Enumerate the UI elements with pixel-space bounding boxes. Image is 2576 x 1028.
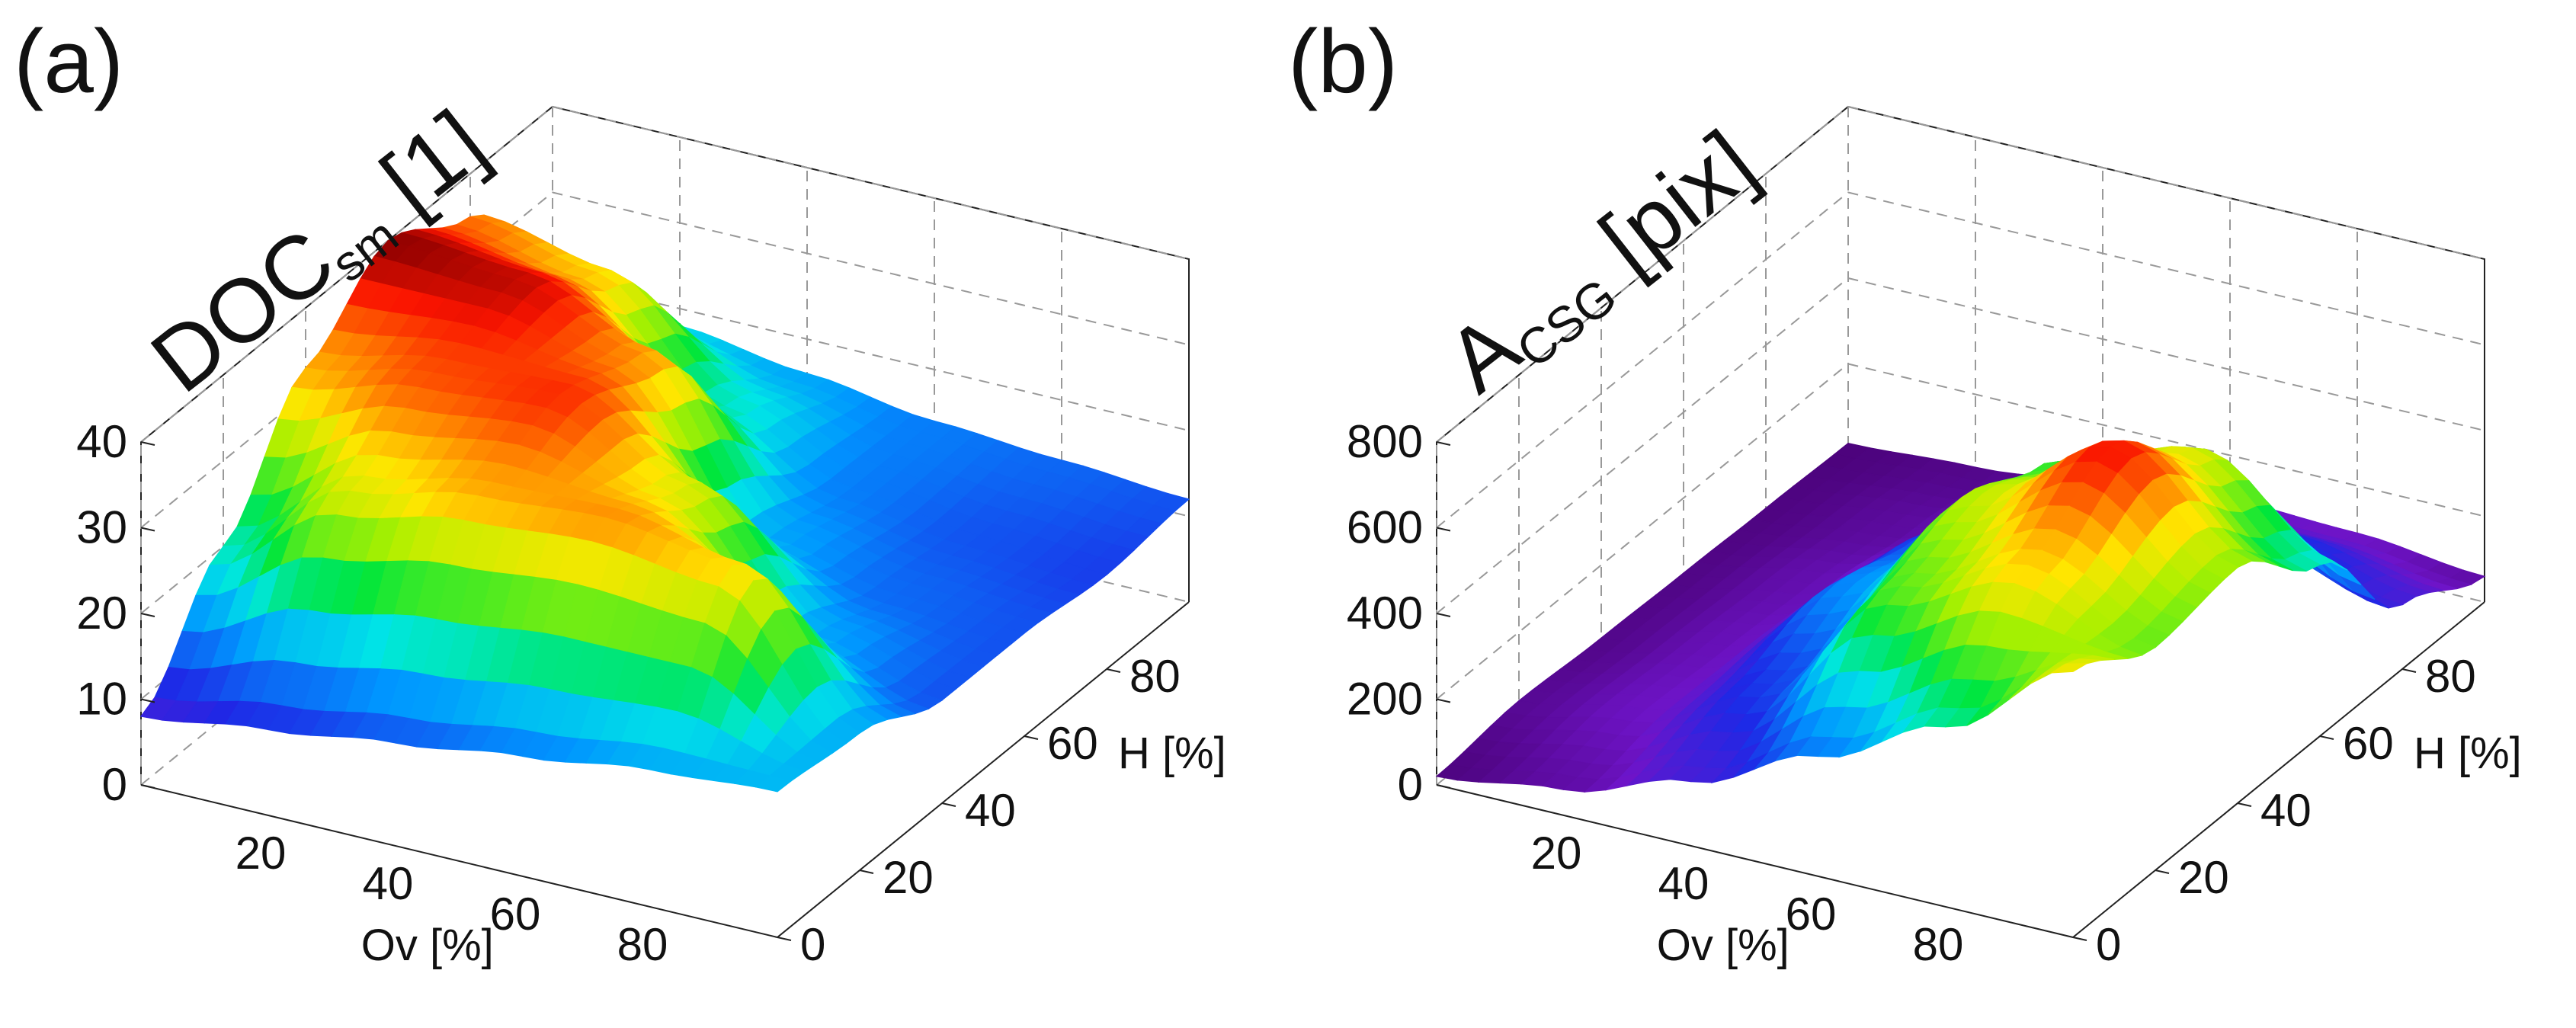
- z-tick-label: 400: [1347, 588, 1423, 639]
- y-tick: [2237, 802, 2252, 807]
- y-tick: [777, 937, 792, 941]
- y-tick: [1024, 735, 1039, 740]
- panel-b: (b) 0 200 400 600 800 20 40 60 80 0 20 40 60 80 Ov [%]…: [1288, 0, 2576, 1028]
- z-gridline: [140, 105, 1190, 443]
- z-tick-label: 20: [76, 588, 127, 639]
- tick-labels: 0 10 20 30 40 20 40 60 80 0 20 40 60 80: [76, 416, 1181, 970]
- z-tick-label: 10: [76, 674, 127, 725]
- y-tick-label: 0: [800, 919, 825, 970]
- z-gridline: [1436, 105, 2485, 443]
- y-tick-label: 80: [2425, 651, 2476, 702]
- x-tick-label: 20: [235, 828, 287, 879]
- z-tick: [1436, 527, 1451, 532]
- y-tick: [941, 802, 956, 807]
- z-tick-label: 0: [102, 759, 127, 810]
- z-tick: [1436, 698, 1451, 703]
- y-tick: [2072, 937, 2087, 941]
- y-tick: [1106, 668, 1121, 673]
- y-tick-label: 60: [1047, 718, 1098, 769]
- y-tick-label: 60: [2343, 718, 2394, 769]
- y-tick-label: 20: [2178, 852, 2229, 903]
- y-tick: [2155, 869, 2170, 874]
- x-tick-label: 60: [1786, 889, 1837, 940]
- x-tick-label: 80: [1913, 919, 1964, 970]
- z-tick: [1436, 784, 1451, 789]
- z-gridline: [140, 191, 1190, 529]
- surface: [139, 214, 1190, 793]
- y-axis-title: H [%]: [1118, 729, 1226, 778]
- y-tick-label: 80: [1129, 651, 1181, 702]
- panel-label: (a): [14, 11, 124, 112]
- z-tick-label: 40: [76, 416, 127, 467]
- surface-patch: [755, 775, 793, 793]
- z-tick: [140, 613, 155, 617]
- z-tick-label: 30: [76, 502, 127, 553]
- z-tick-label: 200: [1347, 674, 1423, 725]
- z-gridline: [1436, 363, 2485, 700]
- x-axis-title: Ov [%]: [1657, 921, 1789, 970]
- y-tick: [2401, 668, 2417, 673]
- z-tick: [140, 441, 155, 446]
- y-tick-label: 40: [965, 785, 1016, 836]
- z-tick: [140, 698, 155, 703]
- z-tick-label: 800: [1347, 416, 1423, 467]
- y-tick-label: 20: [883, 852, 934, 903]
- x-axis-title: Ov [%]: [361, 921, 494, 970]
- surface: [1435, 440, 2486, 793]
- x-tick-label: 80: [617, 919, 668, 970]
- y-tick: [2319, 735, 2334, 740]
- y-tick-label: 0: [2096, 919, 2121, 970]
- x-tick-label: 40: [363, 858, 414, 909]
- z-gridline: [1436, 277, 2485, 614]
- x-tick-label: 20: [1531, 828, 1582, 879]
- x-tick-label: 60: [490, 889, 541, 940]
- y-tick-label: 40: [2260, 785, 2312, 836]
- y-tick: [859, 869, 874, 874]
- z-tick: [140, 527, 155, 532]
- z-tick-label: 0: [1398, 759, 1423, 810]
- x-tick-label: 40: [1658, 858, 1709, 909]
- panel-label: (b): [1288, 11, 1399, 112]
- z-gridline: [1436, 191, 2485, 529]
- z-tick: [1436, 441, 1451, 446]
- z-axis-title: ACSG [pix]: [1429, 112, 1777, 416]
- y-axis-title: H [%]: [2414, 729, 2522, 778]
- z-tick-label: 600: [1347, 502, 1423, 553]
- surface-patch: [2049, 663, 2089, 674]
- z-tick: [1436, 613, 1451, 617]
- z-tick: [140, 784, 155, 789]
- panel-a: (a) 0 10 20 30 40 20 40 60 80 0 20 40 60 80 Ov [%] H [%…: [14, 11, 1226, 970]
